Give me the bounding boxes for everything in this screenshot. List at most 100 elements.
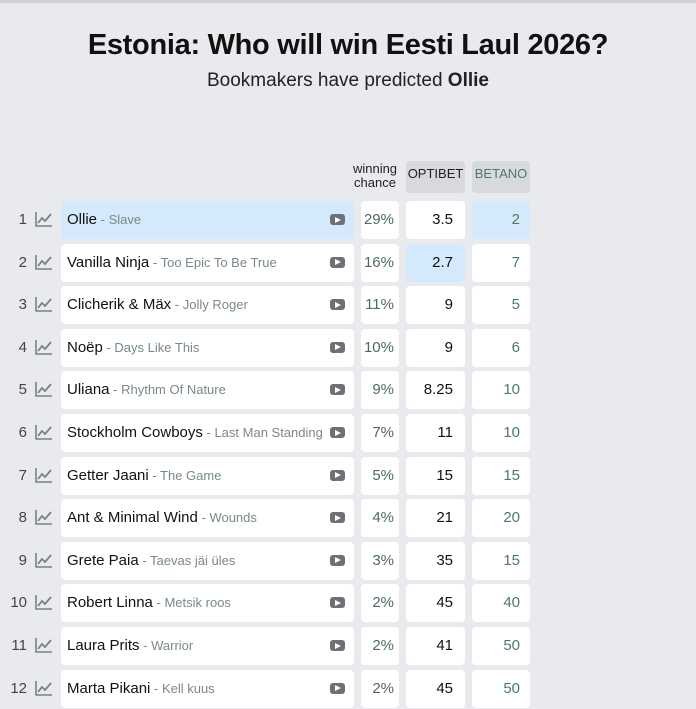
video-play-icon[interactable] [330,512,345,524]
entry-name-box[interactable]: Vanilla Ninja - Too Epic To Be True [61,243,354,282]
artist: Marta Pikani [67,679,151,697]
video-play-icon[interactable] [330,640,345,651]
song: Too Epic To Be True [160,254,277,270]
betano-odds-cell[interactable]: 15 [472,456,530,495]
optibet-odds-cell[interactable]: 15 [406,456,465,495]
trend-chart-icon[interactable] [35,594,53,611]
song: Days Like This [114,339,200,355]
betano-odds-cell[interactable]: 50 [472,627,530,665]
optibet-odds-cell[interactable]: 45 [406,584,465,623]
winning-chance-cell: 4% [361,499,399,538]
trend-chart-icon[interactable] [35,381,53,398]
header-betano[interactable]: BETANO [472,161,530,193]
song: Wounds [209,510,257,526]
header-chance-line2: chance [354,175,396,190]
video-play-icon[interactable] [330,384,345,396]
rank-number: 7 [18,466,27,484]
trend-chart-icon[interactable] [35,552,53,568]
trend-chart-icon[interactable] [35,680,53,696]
entry-name-box[interactable]: Robert Linna - Metsik roos [61,584,354,623]
optibet-odds-cell[interactable]: 8.25 [406,371,465,410]
artist: Ollie [67,211,98,228]
optibet-odds-cell[interactable]: 9 [406,328,465,367]
table-row: 11 Laura Prits - Warrior 2% 41 50 [0,627,540,665]
video-play-icon[interactable] [330,682,345,694]
entry-name-box[interactable]: Ollie - Slave [61,201,354,239]
betano-odds-cell[interactable]: 6 [472,328,530,367]
table-row: 1 Ollie - Slave 29% 3.5 2 [0,201,540,239]
betano-odds-cell[interactable]: 15 [472,541,530,580]
video-play-icon[interactable] [330,299,345,311]
artist-name: Getter Jaani - The Game [67,467,221,484]
betano-odds-cell[interactable]: 5 [472,286,530,325]
trend-chart-icon[interactable] [35,509,53,525]
video-play-icon[interactable] [330,469,345,481]
artist-name: Ant & Minimal Wind - Wounds [67,509,257,526]
betano-odds-cell[interactable]: 7 [472,243,530,282]
trend-chart-icon[interactable] [35,254,53,270]
betano-odds-cell[interactable]: 10 [472,414,530,452]
song-title: - Last Man Standing [202,425,323,440]
artist-name: Clicherik & Mäx - Jolly Roger [67,296,248,313]
rank-number: 5 [18,381,27,399]
song: Metsik roos [164,595,231,611]
trend-chart-icon[interactable] [35,424,53,440]
winning-chance-cell: 7% [361,414,399,452]
betano-odds-cell[interactable]: 40 [472,584,530,623]
table-row: 2 Vanilla Ninja - Too Epic To Be True 16… [0,243,540,282]
song-title: - Taevas jäi üles [138,552,236,568]
artist: Robert Linna [67,594,153,612]
optibet-odds-cell[interactable]: 41 [406,627,465,665]
artist-name: Noëp - Days Like This [67,339,199,356]
entry-name-box[interactable]: Laura Prits - Warrior [61,627,354,665]
header-chance-line1: winning [352,161,398,176]
betano-odds-cell[interactable]: 2 [472,201,530,239]
trend-chart-icon[interactable] [35,296,53,312]
betano-odds-cell[interactable]: 10 [472,371,530,410]
trend-chart-icon[interactable] [35,467,53,483]
entry-name-box[interactable]: Noëp - Days Like This [61,328,354,367]
winning-chance-cell: 11% [361,286,399,325]
artist: Clicherik & Mäx [67,296,172,314]
optibet-odds-cell[interactable]: 2.7 [406,243,465,282]
optibet-odds-cell[interactable]: 11 [406,414,465,452]
betano-odds-cell[interactable]: 20 [472,499,530,538]
optibet-odds-cell[interactable]: 35 [406,541,465,580]
optibet-odds-cell[interactable]: 21 [406,499,465,538]
betano-odds-cell[interactable]: 50 [472,669,530,708]
video-play-icon[interactable] [330,214,345,225]
trend-chart-icon[interactable] [35,637,53,653]
video-play-icon[interactable] [330,256,345,268]
entry-name-box[interactable]: Getter Jaani - The Game [61,456,354,495]
song-title: - Warrior [139,638,194,653]
song: Kell kuus [161,680,215,696]
entry-name-box[interactable]: Uliana - Rhythm Of Nature [61,371,354,410]
optibet-odds-cell[interactable]: 3.5 [406,201,465,239]
header-optibet[interactable]: OPTIBET [406,161,465,193]
predicted-winner: Ollie [447,70,489,91]
optibet-odds-cell[interactable]: 45 [406,669,465,708]
trend-chart-icon[interactable] [35,339,53,355]
entry-name-box[interactable]: Marta Pikani - Kell kuus [61,669,354,708]
rank-number: 8 [18,509,27,527]
winning-chance-cell: 5% [361,456,399,495]
video-play-icon[interactable] [330,427,345,438]
artist-name: Laura Prits - Warrior [67,637,193,654]
rank-number: 12 [10,679,27,697]
artist: Noëp [67,338,103,356]
entry-name-box[interactable]: Stockholm Cowboys - Last Man Standing [61,414,354,452]
entry-name-box[interactable]: Grete Paia - Taevas jäi üles [61,541,354,580]
table-row: 12 Marta Pikani - Kell kuus 2% 45 50 [0,669,540,708]
rank-number: 4 [18,338,27,356]
artist: Laura Prits [67,637,140,654]
entry-name-box[interactable]: Clicherik & Mäx - Jolly Roger [61,286,354,325]
optibet-odds-cell[interactable]: 9 [406,286,465,325]
page-title: Estonia: Who will win Eesti Laul 2026? [87,29,609,61]
artist-name: Vanilla Ninja - Too Epic To Be True [67,254,277,271]
entry-name-box[interactable]: Ant & Minimal Wind - Wounds [61,499,354,538]
trend-chart-icon[interactable] [35,211,53,227]
song: Rhythm Of Nature [121,382,226,398]
video-play-icon[interactable] [330,554,345,566]
video-play-icon[interactable] [330,597,345,609]
video-play-icon[interactable] [330,341,345,353]
